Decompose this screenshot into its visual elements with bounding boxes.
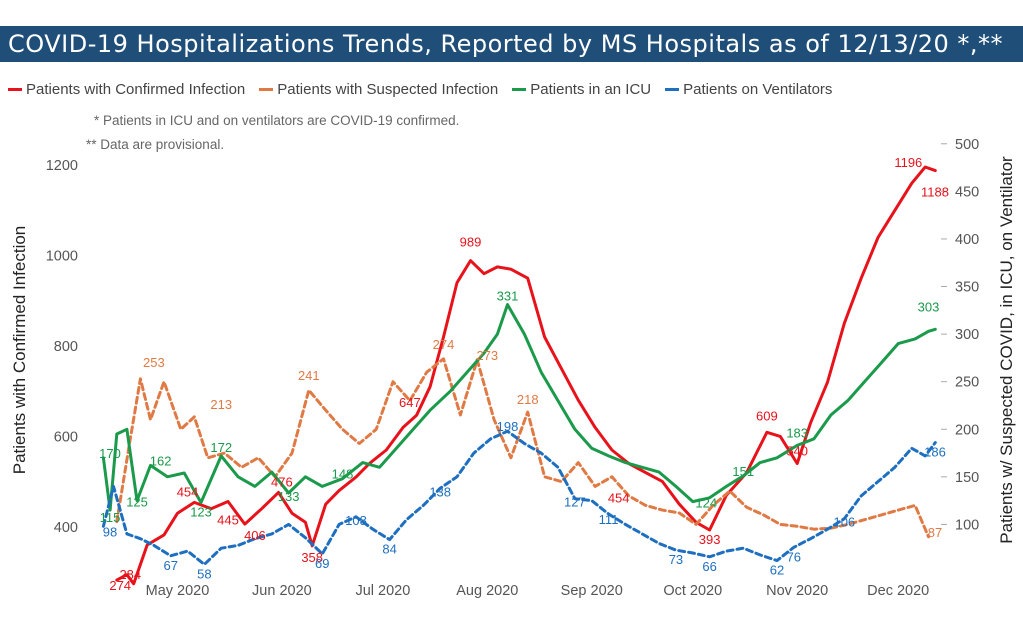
data-label: 198 (497, 419, 519, 434)
y-tick-label: 400 (54, 520, 78, 536)
data-label: 127 (564, 495, 586, 510)
data-label: 76 (787, 549, 801, 564)
data-label: 133 (278, 489, 300, 504)
legend-item-icu[interactable]: Patients in an ICU (512, 81, 651, 98)
data-label: 115 (100, 510, 121, 525)
y2-tick-label: 400 (955, 232, 979, 248)
data-label: 274 (433, 337, 455, 352)
data-label: 62 (770, 563, 784, 578)
data-label: 253 (143, 355, 165, 370)
legend-item-ventilators[interactable]: Patients on Ventilators (665, 81, 832, 98)
data-label: 284 (119, 567, 141, 582)
y2-tick-label: 450 (955, 184, 979, 200)
x-tick-label: Oct 2020 (663, 583, 722, 599)
legend-item-confirmed[interactable]: Patients with Confirmed Infection (8, 81, 245, 98)
data-label: 66 (702, 559, 716, 574)
y-tick-label: 600 (54, 429, 78, 445)
data-label: 273 (476, 348, 498, 363)
data-label: 476 (271, 474, 293, 489)
y-tick-label: 800 (54, 339, 78, 355)
note-icu-ventilators: * Patients in ICU and on ventilators are… (94, 113, 460, 128)
y2-tick-label: 350 (955, 280, 979, 296)
data-label: 454 (177, 484, 199, 499)
data-label: 148 (332, 467, 354, 482)
legend-item-suspected[interactable]: Patients with Suspected Infection (259, 81, 498, 98)
legend-swatch-suspected (259, 87, 274, 91)
legend-swatch-ventilators (665, 87, 680, 91)
data-label: 151 (732, 464, 754, 479)
data-label: 125 (126, 495, 148, 510)
x-tick-label: Dec 2020 (867, 583, 929, 599)
y-tick-label: 1000 (46, 249, 78, 265)
data-label: 186 (924, 445, 946, 460)
data-label: 213 (210, 397, 232, 412)
legend-swatch-icu (512, 87, 527, 91)
data-label: 69 (315, 556, 329, 571)
data-label: 609 (756, 408, 778, 423)
data-label: 170 (99, 446, 121, 461)
y-tick-label: 1200 (46, 158, 78, 174)
data-label: 218 (517, 392, 539, 407)
data-label: 647 (399, 395, 421, 410)
legend-label-confirmed: Patients with Confirmed Infection (26, 80, 246, 98)
data-label: 73 (669, 552, 683, 567)
data-label: 138 (429, 484, 451, 499)
y2-tick-label: 500 (955, 137, 979, 153)
data-label: 454 (608, 490, 630, 505)
series-line-ventilators (101, 429, 937, 566)
y2-tick-label: 250 (955, 375, 979, 391)
data-label: 123 (190, 505, 212, 520)
data-label: 358 (301, 550, 323, 565)
data-label: 106 (833, 515, 855, 530)
data-label: 989 (460, 235, 482, 250)
data-label: 274 (109, 578, 131, 593)
series-line-icu (101, 303, 937, 512)
y2-tick-label: 200 (955, 422, 979, 438)
legend-label-suspected: Patients with Suspected Infection (277, 80, 499, 98)
y2-tick-label: 300 (955, 327, 979, 343)
data-label: 406 (244, 528, 266, 543)
y-axis-title: Patients with Confirmed Infection (10, 226, 29, 475)
data-label: 67 (163, 558, 177, 573)
x-tick-label: Aug 2020 (456, 583, 518, 599)
data-label: 1188 (921, 185, 949, 200)
y2-tick-label: 100 (955, 517, 979, 533)
legend: Patients with Confirmed Infection Patien… (8, 78, 846, 100)
series-line-suspected (115, 357, 930, 539)
data-label: 540 (786, 444, 808, 459)
x-tick-label: Jul 2020 (355, 583, 410, 599)
data-label: 108 (345, 513, 367, 528)
data-label: 111 (599, 512, 619, 527)
data-label: 58 (197, 566, 211, 581)
data-label: 1196 (894, 155, 922, 170)
x-tick-label: Sep 2020 (561, 583, 623, 599)
title-bar: COVID-19 Hospitalizations Trends, Report… (0, 26, 1023, 62)
data-label: 331 (497, 289, 519, 304)
y2-axis-title: Patients w/ Suspected COVID, in ICU, on … (997, 156, 1016, 544)
x-tick-label: Nov 2020 (766, 583, 828, 599)
data-label: 87 (928, 525, 942, 540)
legend-label-ventilators: Patients on Ventilators (683, 80, 833, 98)
x-tick-label: May 2020 (146, 583, 210, 599)
data-label: 162 (150, 453, 172, 468)
data-label: 172 (210, 440, 232, 455)
data-label: 183 (786, 425, 808, 440)
data-label: 98 (103, 524, 117, 539)
data-label: 393 (699, 532, 721, 547)
data-label: 124 (695, 496, 717, 511)
data-label: 303 (918, 299, 940, 314)
data-label: 445 (217, 512, 239, 527)
legend-label-icu: Patients in an ICU (530, 80, 652, 98)
x-tick-label: Jun 2020 (252, 583, 312, 599)
data-label: 241 (298, 368, 320, 383)
chart-title: COVID-19 Hospitalizations Trends, Report… (8, 30, 1004, 58)
series-line-confirmed (115, 165, 937, 586)
note-provisional: ** Data are provisional. (86, 137, 225, 152)
y2-tick-label: 150 (955, 470, 979, 486)
legend-swatch-confirmed (8, 87, 22, 91)
data-label: 84 (382, 542, 396, 557)
